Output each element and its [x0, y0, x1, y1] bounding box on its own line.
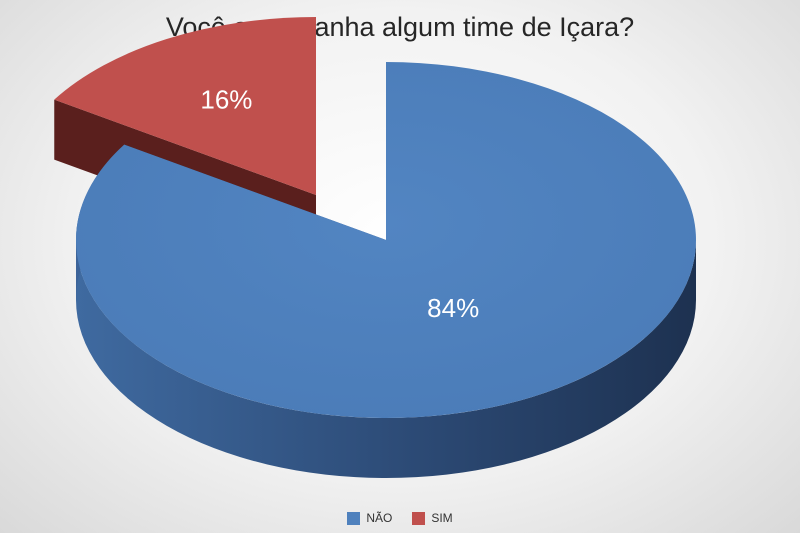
legend-label-nao: NÃO [366, 511, 393, 525]
slice-nao-side [76, 240, 696, 478]
slice-sim [54, 17, 317, 195]
data-label-sim: 16% [200, 84, 252, 114]
legend-swatch-nao [347, 511, 361, 525]
data-label-nao: 84% [427, 293, 479, 323]
legend-label-sim: SIM [431, 511, 453, 525]
legend-swatch-sim [412, 511, 426, 525]
slice-nao [75, 62, 696, 418]
legend-item-nao: NÃO [347, 511, 392, 525]
chart-legend: NÃO SIM [0, 511, 800, 525]
legend-item-sim: SIM [412, 511, 453, 525]
